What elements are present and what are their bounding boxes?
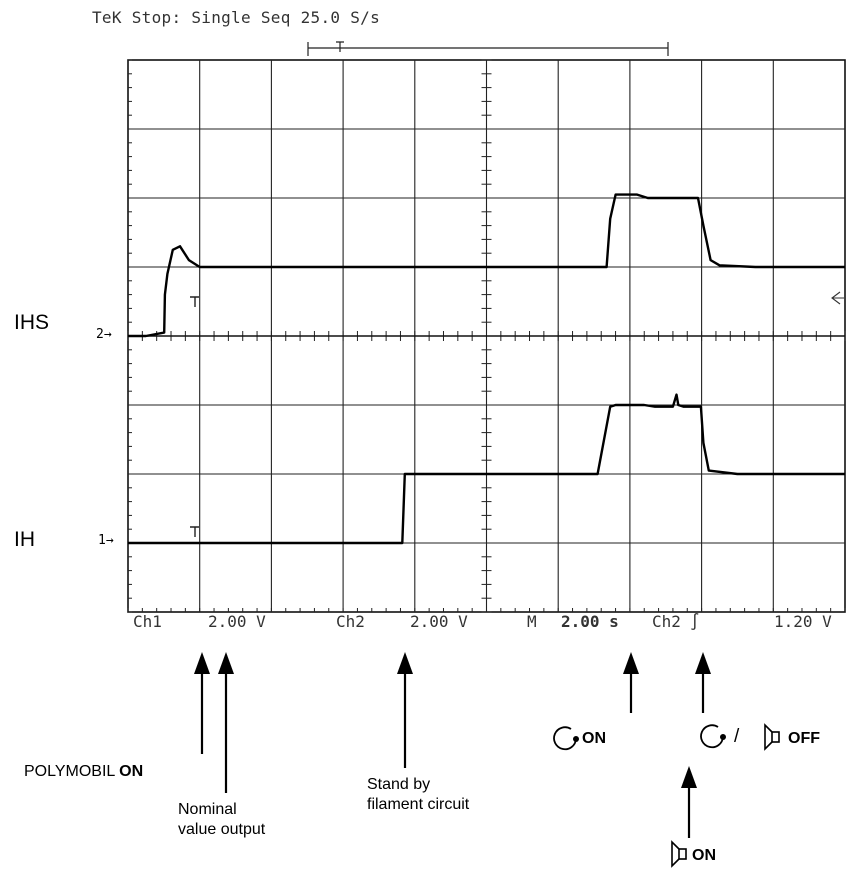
nominal-line-2: value output bbox=[178, 821, 266, 838]
speaker-box bbox=[678, 848, 687, 860]
speaker-cone bbox=[671, 840, 680, 868]
nominal-value-output-label: Nominal value output bbox=[178, 800, 265, 840]
up-arrow-icon bbox=[218, 652, 234, 674]
polymobil-on-text: ON bbox=[119, 763, 144, 780]
speaker-box bbox=[771, 731, 780, 743]
traces bbox=[128, 193, 845, 545]
polymobil-text: POLYMOBIL bbox=[24, 763, 120, 780]
slash-separator: / bbox=[734, 726, 740, 747]
rotation-arc bbox=[553, 726, 577, 751]
up-arrow-icon bbox=[695, 652, 711, 674]
ch2-label: Ch2 bbox=[336, 612, 365, 631]
up-arrow-icon bbox=[397, 652, 413, 674]
speaker-on-label: ON bbox=[692, 847, 716, 864]
markers bbox=[190, 41, 844, 537]
rotation-dot bbox=[720, 734, 726, 740]
trigger-level: 1.20 V bbox=[774, 612, 832, 631]
rotation-dot bbox=[573, 736, 579, 742]
ch2-scale: 2.00 V bbox=[410, 612, 468, 631]
grid bbox=[127, 59, 846, 613]
ch1-scale: 2.00 V bbox=[208, 612, 266, 631]
standby-line-2: filament circuit bbox=[367, 796, 470, 813]
rotation-speaker-off-label: OFF bbox=[788, 730, 820, 747]
nominal-line-1: Nominal bbox=[178, 801, 237, 818]
trigger-level-marker bbox=[831, 291, 844, 305]
standby-line-1: Stand by bbox=[367, 776, 431, 793]
up-arrow-icon bbox=[681, 766, 697, 788]
ch2-ground-marker: 2→ bbox=[96, 327, 112, 342]
speaker-icon bbox=[764, 723, 780, 751]
ihs-channel-label: IHS bbox=[14, 311, 50, 334]
rotation-icon bbox=[553, 726, 579, 751]
rotation-on-label: ON bbox=[582, 730, 606, 747]
timebase-value: 2.00 s bbox=[561, 612, 619, 631]
ih-channel-label: IH bbox=[14, 528, 35, 551]
trigger-channel: Ch2 bbox=[652, 612, 681, 631]
timebase-label: M bbox=[527, 612, 537, 631]
ch1-label: Ch1 bbox=[133, 612, 162, 631]
up-arrow-icon bbox=[623, 652, 639, 674]
scope-status-header: TeK Stop: Single Seq 25.0 S/s bbox=[92, 8, 381, 27]
annotation-arrows bbox=[194, 652, 711, 838]
speaker-icon bbox=[671, 840, 687, 868]
trigger-slope-icon: ∫ bbox=[690, 612, 700, 631]
ch1-ground-marker: 1→ bbox=[98, 533, 114, 548]
ch1-trigger-t-marker bbox=[190, 526, 199, 537]
trace-ihs bbox=[128, 193, 845, 338]
trigger-position-marker bbox=[336, 41, 344, 52]
speaker-cone bbox=[764, 723, 773, 751]
annotation-icons bbox=[553, 723, 780, 868]
ch2-trigger-t-marker bbox=[190, 296, 199, 307]
rotation-icon bbox=[700, 724, 726, 749]
trace-ih bbox=[128, 393, 845, 545]
up-arrow-icon bbox=[194, 652, 210, 674]
standby-filament-label: Stand by filament circuit bbox=[367, 775, 469, 815]
polymobil-on-label: POLYMOBIL ON bbox=[24, 762, 143, 782]
rotation-arc bbox=[700, 724, 724, 749]
